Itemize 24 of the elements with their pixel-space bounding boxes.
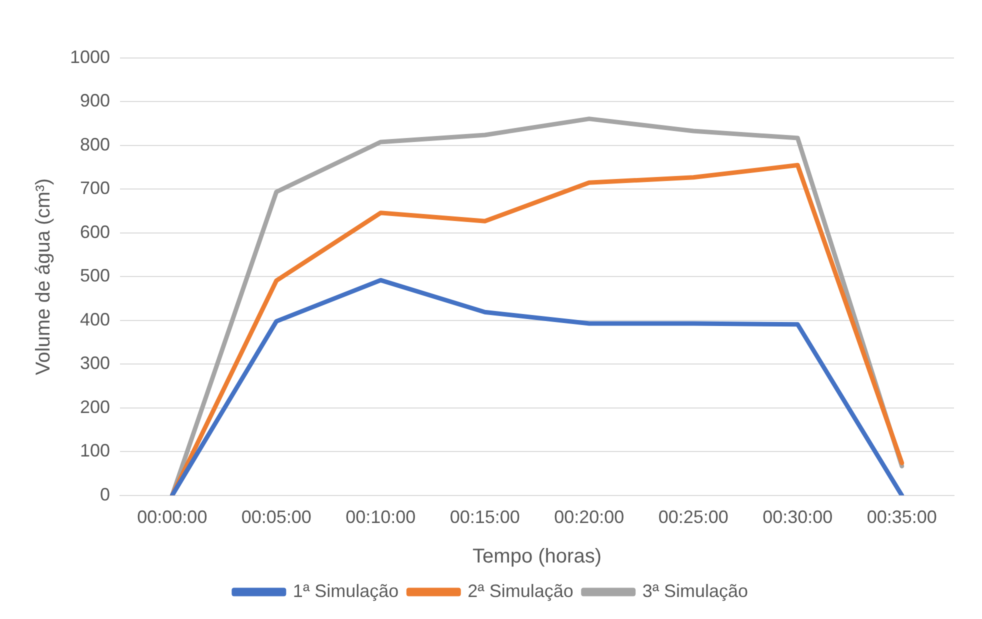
y-tick-label: 800 [80,134,110,154]
x-tick-label: 00:05:00 [241,507,312,528]
y-tick-label: 200 [80,396,110,417]
y-tick-label: 400 [80,309,110,330]
x-axis-title: Tempo (horas) [472,546,602,568]
x-tick-label: 00:35:00 [866,507,937,528]
y-tick-label: 700 [80,178,110,198]
legend-label: 2ª Simulação [468,580,574,601]
x-tick-label: 00:15:00 [450,507,520,528]
x-tick-label: 00:25:00 [658,507,728,528]
y-tick-label: 100 [80,440,110,461]
y-tick-label: 600 [80,222,110,242]
y-tick-label: 1000 [70,46,110,67]
legend-label: 3ª Simulação [642,580,748,601]
y-tick-label: 900 [80,90,110,111]
y-tick-label: 500 [80,266,110,286]
x-tick-label: 00:30:00 [762,507,833,528]
y-tick-label: 0 [100,484,110,504]
y-axis-title: Volume de água (cm³) [32,178,55,376]
legend-label: 1ª Simulação [292,580,399,601]
x-tick-label: 00:00:00 [137,507,208,528]
x-tick-label: 00:20:00 [554,507,624,528]
x-tick-label: 00:10:00 [346,507,416,528]
y-tick-label: 300 [80,353,110,374]
